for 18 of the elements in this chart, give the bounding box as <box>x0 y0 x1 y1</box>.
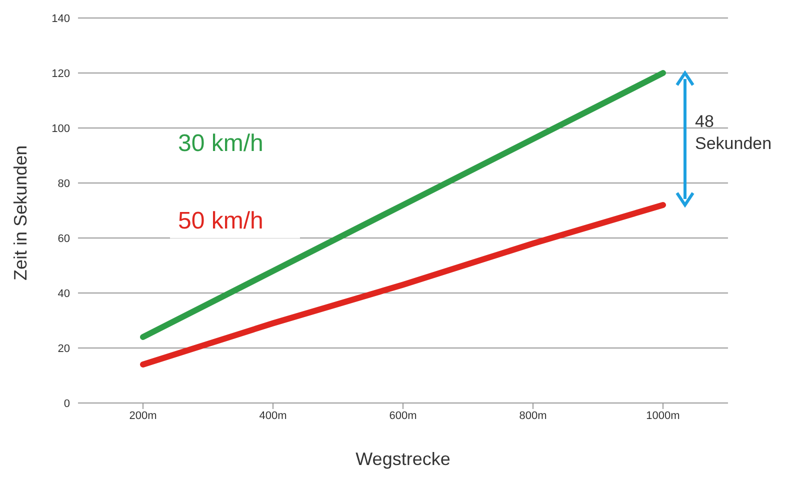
x-tick-label: 200m <box>129 410 157 422</box>
y-tick-label: 40 <box>58 288 70 300</box>
text: 30 km/h <box>178 130 264 157</box>
y-tick-label: 100 <box>52 122 70 135</box>
y-tick-label: 0 <box>64 398 70 410</box>
y-tick-label: 80 <box>58 178 70 190</box>
y-tick-label: 20 <box>58 342 70 355</box>
text: 50 km/h <box>178 207 264 234</box>
y-tick-label: 140 <box>52 12 70 25</box>
x-tick-label: 600m <box>389 410 417 422</box>
y-tick-label: 120 <box>52 68 70 80</box>
x-axis-title: Wegstrecke <box>356 449 450 469</box>
annotation: 48 Sekunden <box>695 112 772 153</box>
x-tick-label: 400m <box>259 410 287 422</box>
x-tick-label: 1000m <box>646 410 680 422</box>
y-tick-label: 60 <box>58 232 70 245</box>
x-tick-label: 800m <box>519 410 547 422</box>
y-axis-title: Zeit in Sekunden <box>10 145 30 280</box>
